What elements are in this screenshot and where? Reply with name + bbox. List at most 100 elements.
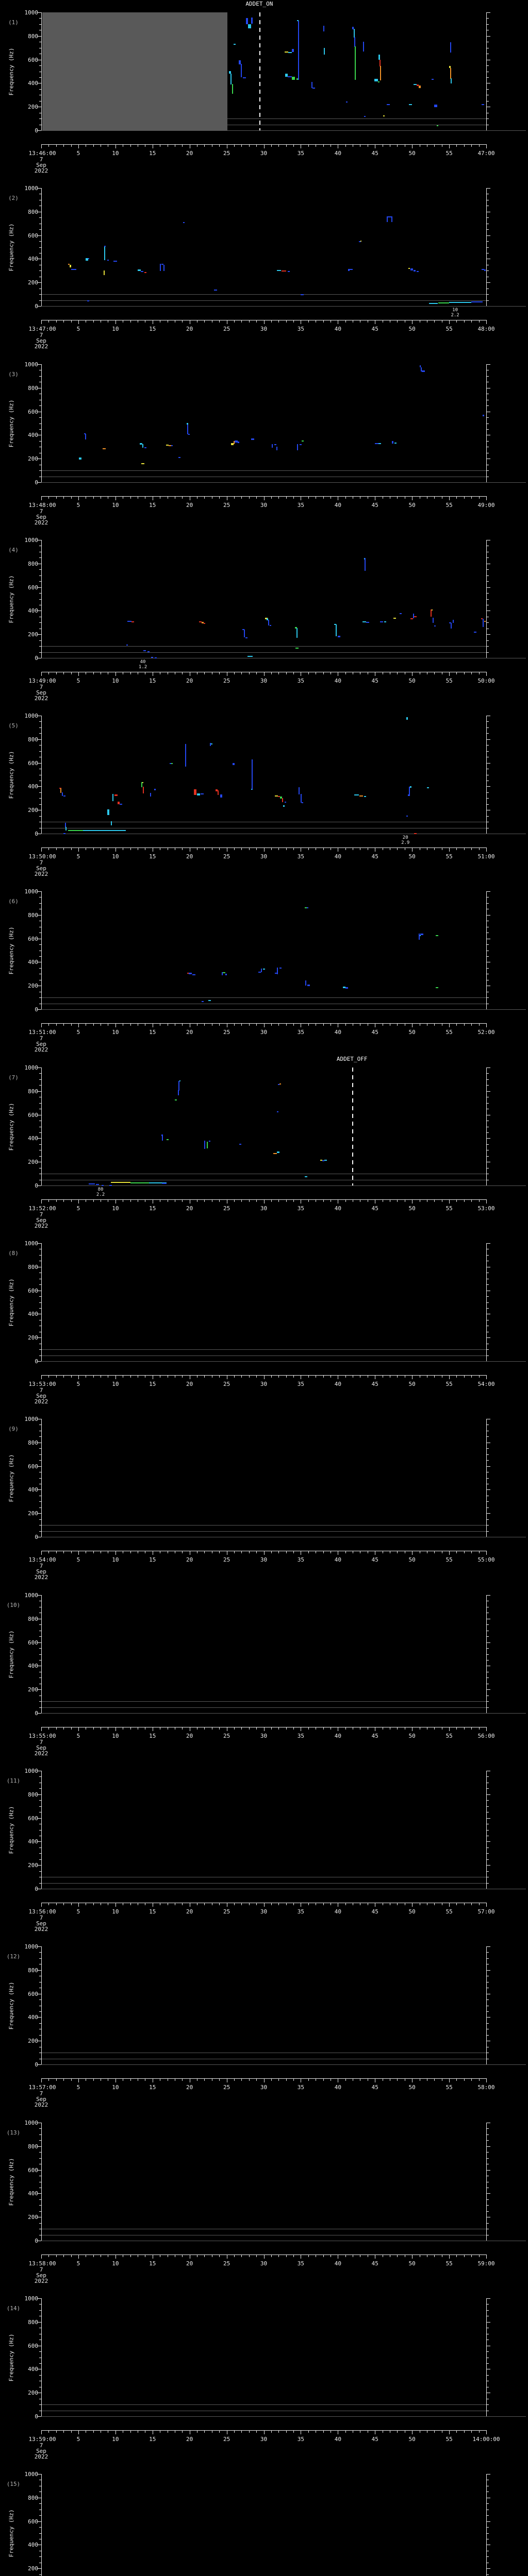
y-tick-label: 600	[28, 2518, 38, 2525]
y-axis-right-spine	[486, 1067, 487, 1186]
y-tick	[487, 270, 489, 272]
x-tick	[271, 145, 272, 147]
x-tick	[219, 2079, 220, 2081]
trigger-event	[380, 66, 382, 80]
trigger-event	[265, 618, 268, 619]
trigger-event	[260, 968, 262, 973]
x-tick	[486, 1024, 487, 1027]
y-tick	[487, 235, 490, 236]
x-tick	[471, 2431, 472, 2433]
x-tick	[345, 2255, 346, 2257]
x-tick	[456, 848, 457, 850]
trigger-event	[409, 104, 412, 106]
x-tick	[308, 1200, 309, 1202]
x-tick	[271, 2255, 272, 2257]
x-tick-label: 40	[334, 2084, 341, 2091]
y-tick	[38, 2017, 41, 2018]
y-tick-label: 200	[28, 807, 38, 814]
y-tick	[39, 2533, 41, 2534]
x-tick	[464, 848, 465, 850]
date-line: Sep	[36, 514, 46, 520]
x-tick-label: 20	[186, 502, 193, 509]
x-tick	[345, 1376, 346, 1378]
y-tick	[38, 2521, 41, 2522]
trigger-event	[216, 789, 218, 791]
y-tick-label: 800	[28, 1615, 38, 1622]
x-tick	[471, 1903, 472, 1905]
y-tick	[487, 1859, 489, 1860]
x-tick	[308, 1551, 309, 1553]
x-tick	[478, 672, 480, 674]
y-tick-label: 0	[35, 831, 38, 837]
y-axis-title: Frequency (Hz)	[8, 1278, 15, 1327]
x-tick-label: 15	[149, 150, 156, 157]
x-tick	[256, 1376, 257, 1378]
x-tick	[471, 848, 472, 850]
x-tick	[182, 497, 183, 499]
y-tick	[38, 12, 41, 13]
y-tick	[38, 587, 41, 588]
zero-hz-line	[41, 130, 526, 131]
y-axis-left-spine	[41, 1946, 42, 2065]
x-tick	[93, 1376, 94, 1378]
y-tick	[39, 2152, 41, 2153]
y-tick-label: 0	[35, 655, 38, 662]
x-tick-label: 55	[446, 1381, 453, 1387]
x-tick-label: 25	[223, 1029, 230, 1036]
x-tick	[434, 1727, 435, 1730]
trigger-event	[209, 743, 211, 746]
x-tick	[93, 2079, 94, 2081]
y-tick-label: 600	[28, 1815, 38, 1822]
y-tick	[487, 1689, 490, 1690]
y-tick	[39, 2310, 41, 2311]
y-tick	[39, 1519, 41, 1520]
y-tick	[487, 2017, 490, 2018]
x-tick	[278, 2431, 279, 2433]
y-tick	[487, 1513, 490, 1514]
trigger-event	[471, 301, 483, 303]
y-tick	[39, 1436, 41, 1437]
x-tick	[286, 1376, 287, 1378]
x-tick	[397, 2431, 398, 2433]
y-tick	[39, 1085, 41, 1086]
trigger-event	[178, 457, 181, 459]
y-tick	[487, 247, 489, 248]
trigger-event	[288, 52, 292, 54]
x-tick-label: 10	[112, 326, 119, 332]
x-tick	[345, 848, 346, 850]
trigger-event	[220, 794, 222, 798]
x-tick	[182, 1727, 183, 1730]
x-tick	[256, 1903, 257, 1905]
trigger-event	[154, 789, 156, 790]
y-tick	[39, 1507, 41, 1508]
y-tick-label: 1000	[24, 1064, 39, 1071]
trigger-event	[233, 440, 235, 445]
trigger-event	[484, 269, 486, 272]
trigger-event	[144, 272, 147, 273]
zero-hz-line	[41, 306, 526, 307]
trigger-event	[419, 86, 421, 89]
x-tick	[271, 320, 272, 323]
y-tick	[487, 1871, 489, 1872]
y-tick-label: 800	[28, 32, 38, 40]
y-axis-left-spine	[41, 2474, 42, 2576]
y-tick	[487, 1478, 489, 1479]
x-tick-label: 5	[76, 853, 80, 860]
x-tick-label: 15	[149, 2436, 156, 2443]
trigger-event	[481, 618, 483, 620]
x-tick	[434, 1551, 435, 1553]
trigger-event	[183, 222, 185, 223]
y-tick	[39, 2011, 41, 2012]
x-tick	[219, 848, 220, 850]
x-tick	[293, 1551, 294, 1553]
x-tick	[234, 497, 235, 499]
state-marker-line	[352, 1067, 353, 1185]
x-tick	[56, 2255, 57, 2257]
trigger-event	[201, 1001, 204, 1003]
x-tick	[234, 2431, 235, 2433]
x-tick	[308, 2079, 309, 2081]
x-tick-label: 10	[112, 1556, 119, 1563]
trigger-event	[107, 259, 109, 261]
x-tick	[293, 1376, 294, 1378]
x-tick	[323, 1200, 324, 1202]
